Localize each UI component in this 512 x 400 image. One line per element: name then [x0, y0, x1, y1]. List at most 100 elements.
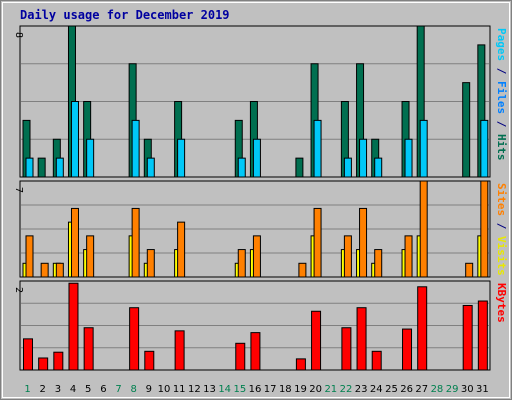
- x-tick-label: 30: [461, 384, 474, 395]
- legend-entry: Visits: [495, 236, 508, 276]
- bar-kbytes-day-26: [402, 328, 413, 371]
- bar-files-day-1: [25, 157, 34, 178]
- bar-kbytes-day-9: [144, 350, 155, 371]
- x-tick-label: 10: [158, 384, 171, 395]
- bar-files-day-8: [131, 119, 140, 178]
- legend-entry: Pages: [495, 28, 508, 61]
- x-tick-label: 17: [264, 384, 277, 395]
- x-tick-label: 6: [100, 384, 106, 395]
- bar-kbytes-day-4: [68, 282, 79, 371]
- panel-kbytes: 2 KBytes: [13, 280, 508, 371]
- bar-kbytes-day-15: [235, 342, 246, 371]
- bar-sites-day-24: [374, 249, 383, 278]
- bar-files-day-9: [146, 157, 155, 178]
- legend-entry: /: [495, 61, 508, 81]
- y-max-label: 7: [13, 187, 24, 193]
- panel-visits: 7 Sites / Visits: [13, 180, 508, 278]
- bar-kbytes-day-2: [38, 357, 49, 371]
- bar-kbytes-day-5: [83, 327, 94, 371]
- x-tick-label: 18: [279, 384, 292, 395]
- bar-sites-day-15: [237, 249, 246, 278]
- y-max-label: 8: [13, 32, 24, 38]
- bar-kbytes-day-27: [417, 286, 428, 371]
- bar-sites-day-9: [146, 249, 155, 278]
- x-tick-label: 26: [400, 384, 413, 395]
- bar-sites-day-16: [252, 235, 261, 278]
- bar-sites-day-5: [86, 235, 95, 278]
- x-tick-label: 8: [131, 384, 137, 395]
- x-tick-label: 2: [40, 384, 46, 395]
- bar-sites-day-27: [419, 180, 428, 278]
- x-tick-label: 9: [146, 384, 152, 395]
- bar-sites-day-23: [359, 207, 368, 278]
- x-tick-label: 16: [249, 384, 262, 395]
- bar-files-day-23: [359, 138, 368, 178]
- bar-kbytes-day-19: [295, 358, 306, 371]
- x-tick-label: 12: [188, 384, 201, 395]
- bar-hits-day-2: [37, 157, 46, 178]
- bar-sites-day-1: [25, 235, 34, 278]
- bar-files-day-27: [419, 119, 428, 178]
- bar-kbytes-day-8: [129, 307, 140, 371]
- bar-kbytes-day-22: [341, 327, 352, 371]
- bar-files-day-3: [55, 157, 64, 178]
- x-tick-label: 4: [70, 384, 76, 395]
- bar-files-day-20: [313, 119, 322, 178]
- bar-files-day-31: [480, 119, 489, 178]
- legend-entry: /: [495, 114, 508, 134]
- bar-files-day-24: [374, 157, 383, 178]
- x-tick-label: 21: [324, 384, 337, 395]
- bar-kbytes-day-30: [462, 304, 473, 371]
- x-tick-label: 29: [446, 384, 459, 395]
- x-tick-label: 13: [203, 384, 216, 395]
- bar-files-day-15: [237, 157, 246, 178]
- legend-visits: Sites / Visits: [495, 183, 508, 276]
- y-max-label: 2: [13, 287, 24, 293]
- x-tick-label: 1: [24, 384, 30, 395]
- x-tick-label: 27: [415, 384, 428, 395]
- chart-title: Daily usage for December 2019: [20, 8, 230, 22]
- x-tick-label: 25: [385, 384, 398, 395]
- x-tick-label: 24: [370, 384, 383, 395]
- legend-entry: /: [495, 216, 508, 236]
- bar-sites-day-26: [404, 235, 413, 278]
- bar-kbytes-day-24: [371, 350, 382, 371]
- bar-sites-day-22: [343, 235, 352, 278]
- legend-kbytes: KBytes: [495, 283, 508, 323]
- bar-files-day-11: [177, 138, 186, 178]
- bar-files-day-26: [404, 138, 413, 178]
- bar-kbytes-day-16: [250, 332, 261, 371]
- bar-kbytes-day-11: [174, 330, 185, 371]
- x-tick-label: 3: [55, 384, 61, 395]
- bar-files-day-5: [86, 138, 95, 178]
- x-tick-label: 15: [233, 384, 246, 395]
- x-tick-label: 20: [309, 384, 322, 395]
- bar-sites-day-19: [298, 262, 307, 278]
- bar-sites-day-20: [313, 207, 322, 278]
- bar-kbytes-day-20: [311, 310, 322, 371]
- bar-sites-day-30: [465, 262, 474, 278]
- x-tick-label: 7: [115, 384, 121, 395]
- legend-entry: Sites: [495, 183, 508, 216]
- bar-sites-day-2: [40, 262, 49, 278]
- bar-kbytes-day-31: [477, 300, 488, 371]
- x-tick-label: 22: [340, 384, 353, 395]
- bar-sites-day-4: [70, 207, 79, 278]
- panel-hits: 8 Pages / Files / Hits: [13, 25, 508, 178]
- x-tick-label: 28: [431, 384, 444, 395]
- x-tick-label: 23: [355, 384, 368, 395]
- bar-sites-day-11: [177, 221, 186, 278]
- bar-sites-day-31: [480, 180, 489, 278]
- x-tick-label: 11: [173, 384, 186, 395]
- bar-kbytes-day-1: [23, 338, 33, 371]
- bar-kbytes-day-23: [356, 307, 367, 371]
- bar-sites-day-8: [131, 207, 140, 278]
- legend-entry: Hits: [495, 134, 508, 161]
- legend-hits: Pages / Files / Hits: [495, 28, 508, 161]
- legend-entry: Files: [495, 81, 508, 114]
- x-tick-label: 19: [294, 384, 307, 395]
- legend-entry: KBytes: [495, 283, 508, 323]
